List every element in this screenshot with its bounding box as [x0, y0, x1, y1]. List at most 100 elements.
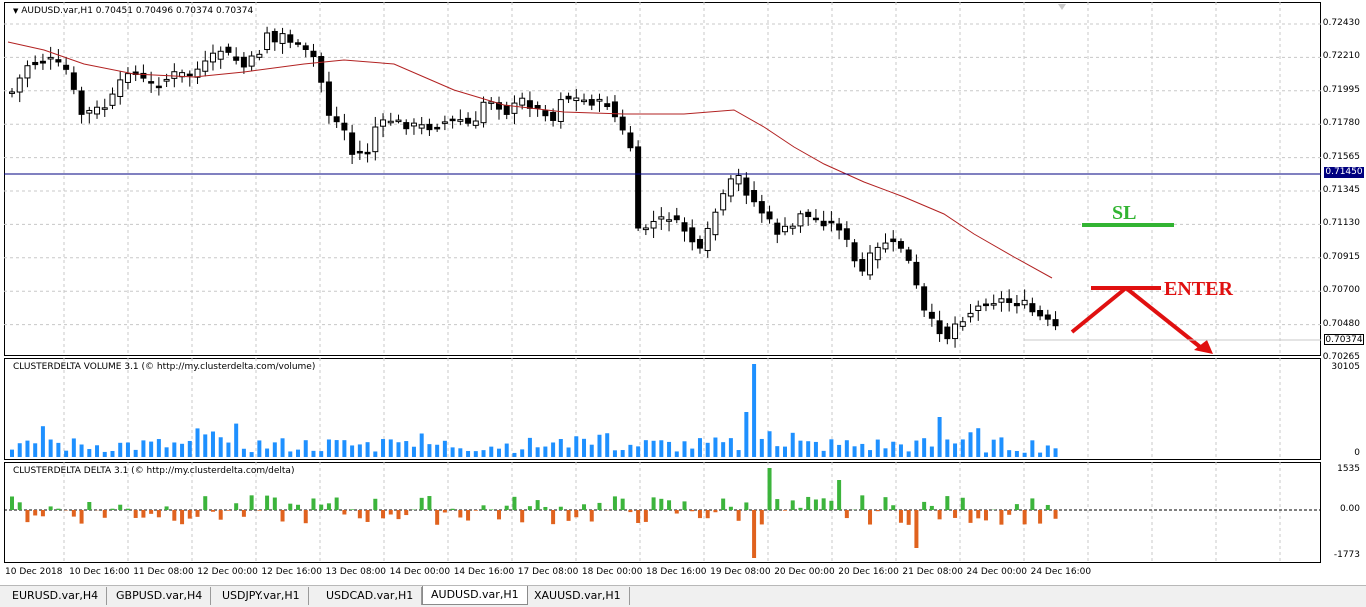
volume-bar — [991, 439, 996, 457]
candle-body — [696, 238, 703, 249]
delta-bar — [543, 506, 548, 510]
delta-min-label: -1773 — [1333, 550, 1360, 560]
candle-body — [689, 227, 696, 243]
delta-bar — [527, 506, 532, 510]
delta-bar — [381, 510, 386, 519]
candle-body — [874, 246, 881, 261]
moving-average-line — [7, 41, 1053, 279]
delta-zero-label: 0.00 — [1339, 504, 1360, 514]
delta-bar — [551, 510, 556, 525]
chart-tab-eurusd[interactable]: EURUSD.var,H4 — [4, 587, 108, 605]
delta-bar — [110, 508, 115, 510]
candle-body — [944, 326, 951, 340]
delta-bar — [296, 504, 301, 510]
time-axis-label: 12 Dec 16:00 — [261, 567, 322, 577]
candle-body — [550, 111, 557, 121]
chart-tab-audusd[interactable]: AUDUSD.var,H1 — [422, 586, 528, 605]
candle-body — [851, 242, 858, 262]
time-axis[interactable]: 10 Dec 2018 10 Dec 16:00 11 Dec 08:00 12 De… — [0, 563, 1366, 583]
candle-body — [9, 91, 15, 94]
volume-bar — [612, 450, 617, 457]
volume-bar — [597, 434, 602, 457]
delta-bar — [651, 497, 656, 510]
chart-tab-usdcad[interactable]: USDCAD.var,H1 — [318, 587, 423, 605]
candle-body — [921, 286, 928, 311]
volume-bar — [891, 441, 896, 457]
volume-bar — [527, 437, 532, 457]
candle-body — [32, 61, 39, 66]
delta-bar — [71, 510, 76, 517]
volume-bar — [272, 442, 277, 457]
volume-bar — [898, 444, 903, 457]
volume-bar — [999, 437, 1004, 457]
chart-tab-gbpusd[interactable]: GBPUSD.var,H4 — [108, 587, 212, 605]
candle-body — [627, 132, 634, 149]
delta-bar — [172, 510, 177, 521]
candle-body — [766, 211, 773, 220]
candle-body — [295, 42, 302, 45]
scroll-marker-icon[interactable] — [1058, 4, 1066, 10]
volume-bar — [566, 447, 571, 457]
delta-bar — [203, 496, 208, 510]
volume-bar — [95, 445, 100, 457]
volume-bar — [945, 439, 950, 457]
candle-body — [843, 228, 850, 240]
volume-bar — [1045, 445, 1050, 457]
candle-body — [658, 216, 665, 220]
candle-body — [913, 261, 920, 286]
price-axis[interactable]: 0.72430 0.72210 0.71995 0.71780 0.71565 0.713… — [1322, 2, 1366, 362]
candle-body — [565, 95, 572, 100]
candle-body — [611, 101, 618, 118]
candle-body — [1029, 303, 1036, 313]
volume-bar — [71, 438, 76, 457]
volume-bar — [288, 451, 293, 457]
price-chart-panel[interactable]: SL ENTER ▼ AUDUSD.var,H1 0.70451 0.70496… — [4, 2, 1321, 356]
delta-bar — [589, 510, 594, 522]
candle-body — [619, 116, 626, 131]
volume-bar — [736, 450, 741, 457]
delta-bar — [365, 510, 370, 522]
delta-panel[interactable]: CLUSTERDELTA DELTA 3.1 (© http://my.clus… — [4, 462, 1321, 563]
candle-body — [735, 174, 742, 185]
delta-bar — [1022, 510, 1027, 525]
volume-bar — [976, 428, 981, 457]
volume-bar — [48, 439, 53, 457]
volume-panel[interactable]: CLUSTERDELTA VOLUME 3.1 (© http://my.clu… — [4, 358, 1321, 460]
volume-bar — [396, 442, 401, 457]
volume-bar — [922, 438, 927, 457]
delta-bar — [566, 510, 571, 521]
volume-bar — [319, 451, 324, 457]
volume-bar — [759, 438, 764, 457]
volume-bar — [582, 438, 587, 457]
chart-tab-xauusd[interactable]: XAUUSD.var,H1 — [526, 587, 630, 605]
candle-body — [704, 227, 711, 252]
delta-bar — [960, 497, 965, 510]
volume-bar — [929, 446, 934, 457]
delta-bar — [1007, 510, 1012, 515]
volume-bar — [883, 448, 888, 457]
delta-bar — [388, 510, 393, 515]
delta-axis: 1535 0.00 -1773 — [1322, 462, 1366, 563]
enter-arrow-left — [1070, 286, 1128, 334]
volume-bar — [458, 448, 463, 457]
volume-bar — [419, 433, 424, 457]
collapse-arrow-icon[interactable]: ▼ — [13, 7, 19, 15]
time-axis-label: 12 Dec 00:00 — [197, 567, 258, 577]
candle-body — [163, 78, 170, 82]
candle-body — [209, 52, 216, 63]
delta-bar — [1053, 510, 1058, 519]
delta-bar — [837, 480, 842, 510]
time-axis-label: 20 Dec 16:00 — [838, 567, 899, 577]
delta-bar — [844, 510, 849, 519]
candle-body — [109, 93, 116, 106]
candle-body — [936, 320, 943, 335]
delta-bar — [953, 510, 958, 518]
candle-body — [727, 178, 734, 197]
candle-body — [959, 321, 966, 327]
candle-body — [789, 225, 796, 229]
volume-bar — [682, 441, 687, 457]
volume-bar — [844, 440, 849, 457]
volume-bar — [558, 439, 563, 457]
chart-tab-usdjpy[interactable]: USDJPY.var,H1 — [214, 587, 309, 605]
volume-bar — [953, 443, 958, 457]
